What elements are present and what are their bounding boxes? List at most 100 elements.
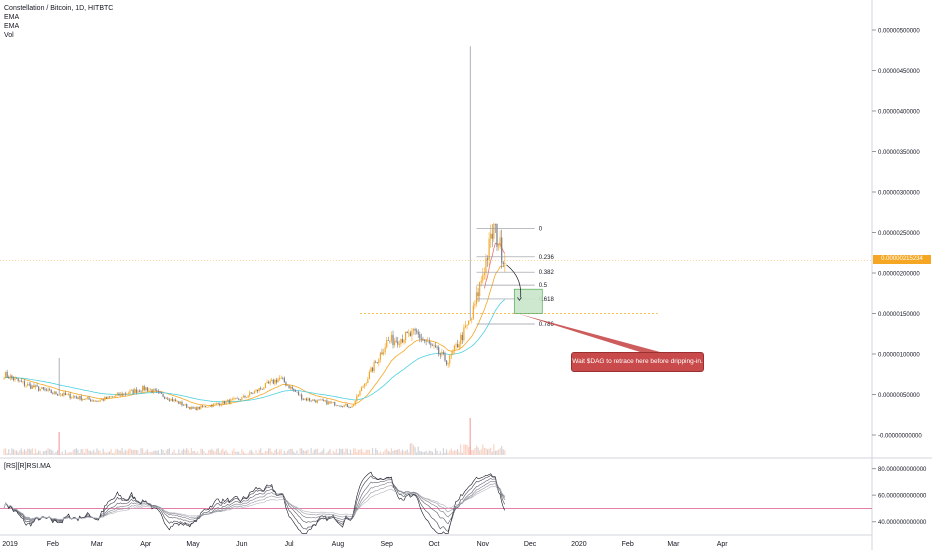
volume-bar [186,448,188,455]
candle-body [357,395,359,396]
candle-body [3,377,5,379]
candle-body [176,401,178,402]
price-tick-label: -0.00000000000 [878,434,922,440]
candle-body [193,407,196,409]
volume-bar [86,448,89,455]
candle-body [159,391,161,393]
volume-bar [434,448,437,455]
candle-body [170,398,172,401]
volume-bar [271,451,273,455]
volume-bar [353,448,355,455]
volume-bar [272,453,274,455]
candle-body [110,396,112,398]
candle-body [260,388,262,389]
volume-bar [189,452,191,455]
volume-bar [384,449,386,455]
candle-body [39,388,41,391]
volume-bar [198,453,200,455]
volume-bar [149,452,152,455]
candle-body [412,329,415,331]
candle-body [346,404,348,407]
candle-body [225,401,227,404]
candle-body [323,400,325,402]
volume-bar [104,451,106,455]
candle-body [452,350,454,355]
candle-body [263,387,265,390]
candle-body [112,396,114,398]
candle-body [252,393,254,394]
volume-bar [324,453,326,455]
volume-bar [36,452,38,455]
candle-body [104,397,106,401]
volume-bar [142,448,144,455]
retrace-arrow [506,264,522,298]
volume-bar [63,453,65,455]
volume-bar [201,448,204,455]
symbol-title[interactable]: Constellation / Bitcoin, 1D, HITBTC [4,5,114,12]
candle-body [79,395,81,399]
volume-bar [365,449,367,455]
volume-bar [349,449,352,455]
candle-body [93,400,95,402]
candle-body [52,393,54,394]
volume-bar [260,448,262,455]
candle-body [17,378,19,381]
volume-bar [250,449,252,455]
legend-ema-2[interactable]: EMA [4,23,20,30]
volume-bar [216,448,218,455]
candle-body [419,334,421,339]
candle-body [222,400,224,405]
volume-bar [162,450,164,455]
volume-bar [217,448,219,455]
volume-bar [110,448,112,455]
volume-bar [30,449,32,455]
volume-bar [132,449,134,455]
candle-body [119,393,122,396]
candle-body [466,324,468,326]
candle-body [34,385,37,388]
volume-bar [80,449,82,455]
volume-bar [252,452,254,455]
x-tick-label: Feb [622,541,634,548]
candle-body [245,397,248,398]
fib-level-label: 0.618 [539,297,555,303]
volume-bar [485,448,487,455]
volume-bar [179,453,181,455]
candle-body [442,352,445,354]
volume-bar [480,449,482,455]
candle-body [239,399,241,401]
volume-bar [452,451,454,455]
volume-bar [157,450,159,455]
candle-body [316,399,319,403]
volume-bar [206,453,208,455]
candle-body [368,372,370,380]
volume-bar [504,450,506,455]
candle-body [475,292,478,304]
candle-body [392,334,394,345]
candle-body [219,403,221,406]
candle-body [337,405,339,406]
candle-body [242,395,244,398]
x-tick-label: 2020 [571,541,587,548]
legend-volume[interactable]: Vol [4,32,14,39]
volume-bar [346,448,348,455]
price-tick-label: 0.00000300000 [878,191,920,197]
price-tick-label: 0.00000350000 [878,150,920,156]
volume-bar [67,452,70,455]
annotation-callout[interactable]: Wait $DAG to retrace here before drippin… [571,352,704,372]
volume-bar [368,449,370,455]
volume-bar [340,448,342,455]
volume-bar [241,449,243,455]
x-tick-label: Mar [667,541,680,548]
volume-bar [472,449,474,455]
candle-body [371,367,374,372]
volume-bar [430,450,432,455]
volume-bar [382,451,385,455]
legend-ema-1[interactable]: EMA [4,14,20,21]
drawings[interactable] [359,264,660,352]
volume-bar [52,450,54,455]
candle-body [468,320,470,325]
volume-bar [12,449,15,455]
rsi-legend[interactable]: [RS][R]RSI.MA [4,463,51,470]
